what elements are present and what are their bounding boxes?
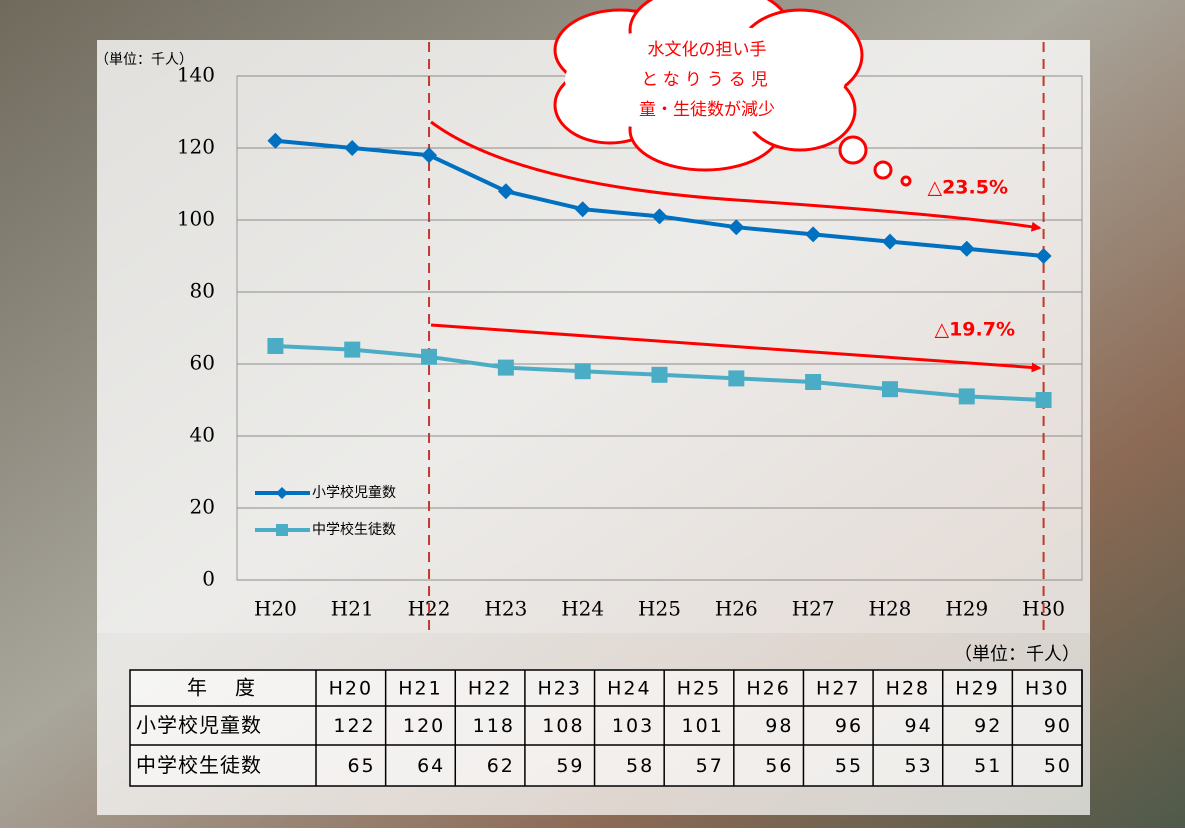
table-cell: 96: [835, 715, 863, 737]
table-cell: 118: [473, 715, 515, 737]
table: [129, 669, 1083, 787]
data-point: [344, 140, 361, 156]
y-tick-label: 40: [190, 423, 215, 447]
table-header: H24: [607, 678, 651, 700]
x-tick-label: H24: [561, 597, 604, 621]
x-tick-label: H25: [638, 597, 681, 621]
x-tick-label: H26: [715, 597, 758, 621]
y-tick-label: 140: [177, 63, 215, 87]
data-point: [267, 132, 284, 149]
legend-label: 中学校生徒数: [312, 521, 396, 538]
table-cell: 98: [765, 715, 793, 737]
data-point: [344, 341, 361, 358]
data-point: [276, 524, 288, 536]
table-header: H23: [537, 678, 581, 700]
table-cell: 65: [347, 755, 375, 777]
table-cell: 92: [974, 715, 1002, 737]
table-unit: （単位：千人）: [954, 644, 1080, 665]
x-tick-label: H29: [945, 597, 988, 621]
data-point: [651, 366, 668, 383]
data-point: [958, 388, 975, 405]
table-row-label: 小学校児童数: [136, 713, 262, 737]
table-cell: 53: [905, 755, 933, 777]
data-point: [497, 359, 514, 376]
table-header: H29: [955, 678, 999, 700]
x-tick-label: H20: [254, 597, 297, 621]
table-cell: 108: [542, 715, 584, 737]
table-cell: 103: [612, 715, 654, 737]
data-point: [728, 370, 745, 387]
table-cell: 57: [696, 755, 724, 777]
trend-arrow: [430, 120, 1042, 232]
table-cell: 50: [1044, 755, 1072, 777]
data-point: [421, 348, 438, 365]
x-tick-label: H27: [792, 597, 835, 621]
data-point: [958, 240, 975, 257]
trend-arrow: [430, 323, 1042, 373]
x-tick-label: H28: [869, 597, 912, 621]
data-point: [881, 381, 898, 398]
table-cell: 58: [626, 755, 654, 777]
x-tick-label: H21: [331, 597, 374, 621]
data-point: [651, 208, 668, 225]
data-point: [728, 219, 745, 236]
data-point: [574, 363, 591, 380]
x-tick-label: H23: [484, 597, 527, 621]
table-cell: 90: [1044, 715, 1072, 737]
table-header: H25: [677, 678, 721, 700]
data-point: [421, 147, 438, 164]
table-header: H20: [329, 678, 373, 700]
table-cell: 56: [765, 755, 793, 777]
table-header: 年 度: [187, 676, 259, 700]
table-cell: 51: [974, 755, 1002, 777]
annotation: △23.5%: [927, 177, 1008, 199]
y-tick-label: 80: [190, 279, 215, 303]
cloud-text: 水文化の担い手: [648, 40, 767, 60]
data-point: [497, 183, 514, 200]
cloud-text: 童・生徒数が減少: [639, 100, 775, 120]
table-header: H22: [468, 678, 512, 700]
data-point: [805, 226, 822, 243]
data-point: [881, 233, 898, 250]
y-tick-label: 120: [177, 135, 215, 159]
table-cell: 55: [835, 755, 863, 777]
data-point: [276, 487, 288, 499]
y-tick-label: 20: [190, 495, 215, 519]
table-cell: 101: [682, 715, 724, 737]
table-header: H21: [398, 678, 442, 700]
y-tick-label: 60: [190, 351, 215, 375]
data-point: [1035, 248, 1052, 264]
data-point: [805, 374, 822, 390]
table-cell: 59: [556, 755, 584, 777]
table-cell: 120: [403, 715, 445, 737]
data-point: [267, 338, 284, 354]
table-header: H30: [1025, 678, 1069, 700]
table-header: H28: [886, 678, 930, 700]
table-cell: 94: [905, 715, 933, 737]
data-point: [1035, 392, 1052, 408]
y-axis-label: （単位：千人）: [95, 52, 193, 68]
data-point: [574, 201, 591, 218]
table-row-label: 中学校生徒数: [136, 753, 262, 777]
y-tick-label: 0: [202, 567, 215, 591]
annotation: △19.7%: [934, 319, 1015, 341]
table-header: H27: [816, 678, 860, 700]
legend-label: 小学校児童数: [312, 484, 396, 501]
table-header: H26: [746, 678, 790, 700]
table-cell: 62: [487, 755, 515, 777]
table-cell: 64: [417, 755, 445, 777]
table-cell: 122: [333, 715, 375, 737]
y-tick-label: 100: [177, 207, 215, 231]
cloud: [553, 0, 912, 187]
cloud-text: となりうる児: [641, 70, 773, 90]
